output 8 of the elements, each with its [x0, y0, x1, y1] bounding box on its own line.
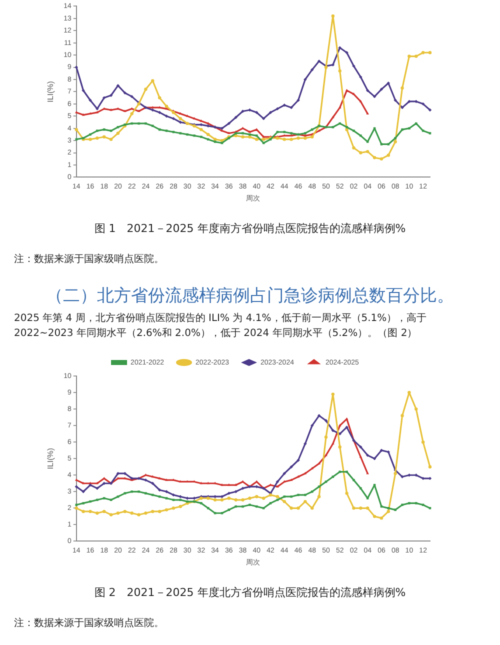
chart-title: （二）北方省份流感样病例占门急诊病例总数百分比。	[45, 285, 455, 307]
caption: 图 1 2021－2025 年度南方省份哨点医院报告的流感样病例%	[93, 221, 407, 236]
caption: 图 2 2021－2025 年度北方省份哨点医院报告的流感样病例%	[93, 585, 407, 600]
chart-subtitle: 2025 年第 4 周，北方省份哨点医院报告的 ILI% 为 4.1%，低于前一周水平（5.1%），高于 2022~2023 年同期水平（2.6%和 2.0%），低于 2024 年同期水平（5.2%）。（图 2）	[14, 312, 428, 341]
y-axis-title: ILI(%)	[46, 448, 56, 470]
text: 注：数据来源于国家级哨点医院。	[14, 616, 165, 630]
text: 注：数据来源于国家级哨点医院。	[14, 252, 165, 266]
y-axis-title: ILI(%)	[46, 80, 56, 102]
